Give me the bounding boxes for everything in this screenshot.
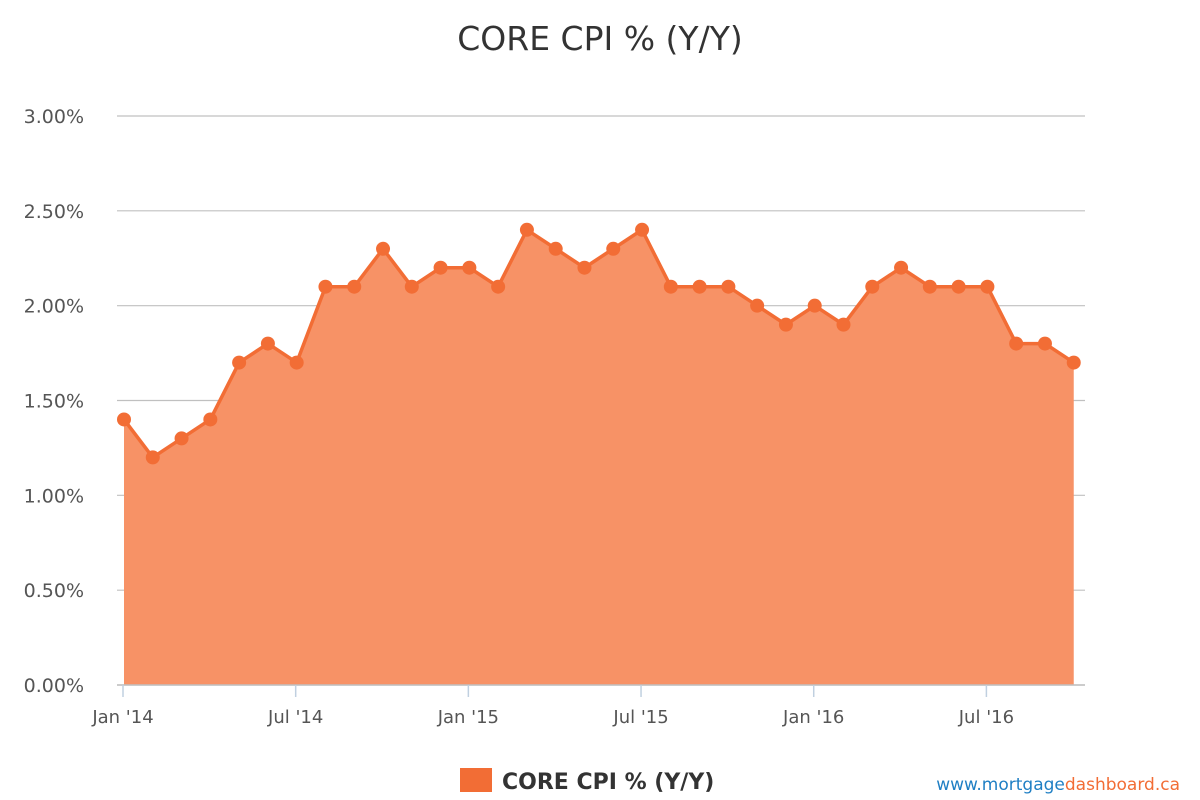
credit-suffix: dashboard.ca [1065,775,1180,795]
data-point[interactable] [577,260,592,275]
credit-prefix: www.mortgage [936,775,1065,795]
x-tick-label: Jul '16 [958,707,1014,728]
data-point[interactable] [519,222,534,237]
x-tick-label: Jul '15 [612,707,668,728]
series-area [124,229,1074,686]
data-point[interactable] [462,260,477,275]
data-point[interactable] [433,260,448,275]
data-point[interactable] [635,222,650,237]
data-point[interactable] [203,412,218,427]
x-tick-label: Jan '15 [437,707,499,728]
data-point[interactable] [836,317,851,332]
data-point[interactable] [548,241,563,256]
data-point[interactable] [980,279,995,294]
data-point[interactable] [894,260,909,275]
data-point[interactable] [865,279,880,294]
data-point[interactable] [232,355,247,370]
legend-swatch [460,768,492,792]
y-tick-label: 1.00% [24,485,84,507]
x-tick-label: Jan '14 [91,707,153,728]
legend[interactable]: CORE CPI % (Y/Y) [460,768,714,795]
chart-title: CORE CPI % (Y/Y) [457,19,742,58]
data-point[interactable] [951,279,966,294]
y-tick-label: 2.50% [24,201,84,223]
y-tick-label: 0.00% [24,675,84,697]
data-point[interactable] [347,279,362,294]
credit-text: www.mortgagedashboard.ca [936,775,1180,795]
data-point[interactable] [750,298,765,313]
x-axis: Jan '14 Jul '14 Jan '15 Jul '15 Jan '16 Jul '… [91,684,1085,728]
data-point[interactable] [692,279,707,294]
data-point[interactable] [663,279,678,294]
data-point[interactable] [260,336,275,351]
series-line [122,228,1075,460]
data-point[interactable] [778,317,793,332]
y-tick-label: 3.00% [24,106,84,128]
data-point[interactable] [117,412,131,427]
legend-label: CORE CPI % (Y/Y) [502,770,714,795]
y-tick-label: 1.50% [24,391,84,413]
data-point[interactable] [1009,336,1024,351]
data-point[interactable] [807,298,822,313]
data-point[interactable] [491,279,506,294]
data-point[interactable] [289,355,304,370]
data-point[interactable] [1066,355,1081,370]
points [117,222,1081,465]
data-point[interactable] [376,241,391,256]
data-point[interactable] [174,431,189,446]
y-tick-label: 2.00% [24,296,84,318]
data-point[interactable] [606,241,621,256]
data-point[interactable] [404,279,419,294]
data-point[interactable] [145,450,160,465]
data-point[interactable] [922,279,937,294]
data-point[interactable] [1037,336,1052,351]
y-tick-label: 0.50% [24,580,84,602]
data-point[interactable] [721,279,736,294]
data-point[interactable] [318,279,333,294]
x-tick-label: Jan '16 [782,707,844,728]
area-layer [122,228,1075,686]
x-tick-label: Jul '14 [267,707,323,728]
y-axis: 0.00% 0.50% 1.00% 1.50% 2.00% 2.50% 3.00% [24,106,84,697]
